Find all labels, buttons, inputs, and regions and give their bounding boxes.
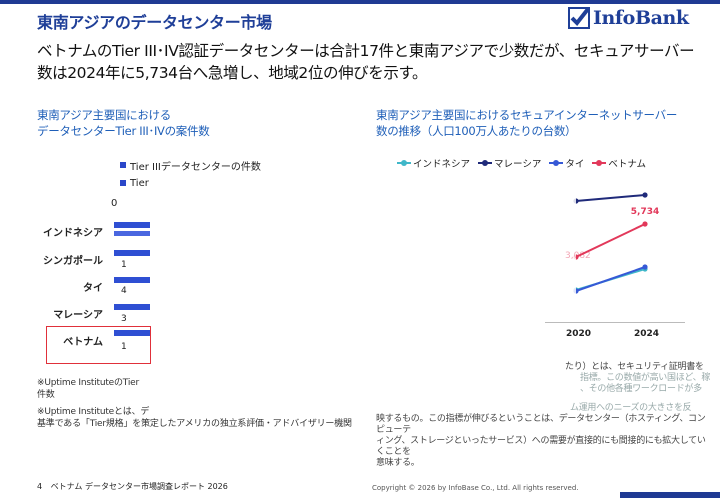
series-point-2-1 bbox=[642, 264, 648, 270]
infobank-logo: InfoBank bbox=[568, 5, 689, 31]
count-malaysia: 3 bbox=[121, 314, 127, 324]
country-label-vietnam: ベトナム bbox=[63, 337, 103, 348]
right-note-line2: 指標。この数値が高い国ほど、稼 bbox=[580, 373, 711, 383]
left-note-2: ※Uptime Instituteとは、デ 基準である「Tier規格」を策定した… bbox=[37, 406, 352, 430]
right-note-line7: 意味する。 bbox=[376, 458, 420, 468]
legend-item-tier3: Tier IIIデータセンターの件数 bbox=[130, 161, 261, 173]
bar-indonesia-tier3 bbox=[114, 222, 150, 228]
legend-label-thailand: タイ bbox=[565, 159, 585, 170]
checkmark-icon bbox=[568, 7, 590, 29]
bar-indonesia-tier4 bbox=[114, 231, 150, 236]
count-vietnam: 1 bbox=[121, 342, 127, 352]
right-chart-heading: 東南アジア主要国におけるセキュアインターネットサーバー 数の推移（人口100万人… bbox=[376, 107, 677, 139]
fade-overlay bbox=[540, 185, 576, 325]
bar-singapore-tier3 bbox=[114, 250, 150, 256]
right-chart-heading-line2: 数の推移（人口100万人あたりの台数） bbox=[376, 124, 577, 138]
legend-line-thailand bbox=[549, 160, 564, 166]
count-bg bbox=[114, 284, 126, 296]
legend-label-malaysia: マレーシア bbox=[494, 159, 542, 170]
data-label-vietnam-2020: 3,082 bbox=[565, 251, 591, 261]
country-label-thailand: タイ bbox=[83, 283, 103, 294]
page-number: 4 bbox=[37, 482, 43, 491]
count-singapore: 1 bbox=[121, 260, 127, 270]
logo-text: InfoBank bbox=[593, 7, 689, 29]
left-note-2-line1: ※Uptime Instituteとは、デ bbox=[37, 407, 150, 417]
x-axis-line bbox=[545, 322, 685, 323]
bar-malaysia-tier3 bbox=[114, 304, 150, 310]
series-line-3 bbox=[575, 223, 646, 258]
x-tick-2020: 2020 bbox=[566, 329, 592, 339]
count-bg bbox=[114, 312, 126, 324]
right-chart-heading-line1: 東南アジア主要国におけるセキュアインターネットサーバー bbox=[376, 108, 678, 122]
axis-tick-zero: 0 bbox=[111, 198, 118, 209]
legend-swatch bbox=[120, 180, 126, 186]
right-note-line3: 、その他各種ワークロードが多 bbox=[580, 384, 702, 394]
report-title: ベトナム データセンター市場調査レポート 2026 bbox=[50, 482, 228, 491]
left-chart-heading: 東南アジア主要国における データセンターTier III･IVの案件数 bbox=[37, 107, 210, 139]
line-chart-legend: インドネシア マレーシア タイ ベトナム bbox=[397, 156, 646, 170]
right-note-line6: ィング、ストレージといったサービス）への需要が直接的にも間接的にも拡大していくこ… bbox=[376, 436, 706, 457]
country-label-malaysia: マレーシア bbox=[53, 310, 103, 321]
left-note-1: ※Uptime InstituteのTier 件数 bbox=[37, 377, 139, 401]
data-label-vietnam-2024: 5,734 bbox=[631, 207, 659, 217]
right-note: たり）とは、セキュリティ証明書を 指標。この数値が高い国ほど、稼 、その他各種ワ… bbox=[376, 362, 711, 469]
vietnam-highlight-box bbox=[46, 326, 151, 364]
series-line-1 bbox=[575, 194, 646, 202]
legend-swatch bbox=[120, 162, 126, 168]
series-point-1-1 bbox=[642, 192, 648, 198]
right-note-line5: 映するもの。この指標が伸びるということは、データセンター（ホスティング、コンピュ… bbox=[376, 414, 706, 435]
country-label-singapore: シンガポール bbox=[43, 256, 103, 267]
right-note-line4: ム運用へのニーズの大きさを反 bbox=[570, 403, 692, 413]
page-title: 東南アジアのデータセンター市場 bbox=[37, 13, 272, 32]
country-label-indonesia: インドネシア bbox=[43, 228, 103, 239]
left-note-1-line1: ※Uptime InstituteのTier bbox=[37, 378, 139, 388]
bottom-accent-bar bbox=[620, 492, 720, 498]
copyright: Copyright © 2026 by InfoBase Co., Ltd. A… bbox=[372, 484, 579, 492]
count-bg bbox=[114, 340, 126, 352]
lead-text: ベトナムのTier III･IV認証データセンターは合計17件と東南アジアで少数… bbox=[37, 42, 695, 82]
left-chart-heading-line1: 東南アジア主要国における bbox=[37, 108, 171, 122]
count-bg bbox=[114, 258, 126, 270]
bar-chart-legend: Tier IIIデータセンターの件数 Tier bbox=[120, 156, 261, 192]
left-chart-heading-line2: データセンターTier III･IVの案件数 bbox=[37, 124, 210, 138]
series-point-3-1 bbox=[642, 221, 648, 227]
left-note-1-line2: 件数 bbox=[37, 390, 55, 400]
legend-label-vietnam: ベトナム bbox=[608, 159, 647, 170]
server-line-chart: 5,734 3,082 bbox=[540, 185, 659, 325]
legend-item-tier: Tier bbox=[130, 177, 149, 189]
right-note-line1: たり）とは、セキュリティ証明書を bbox=[565, 362, 704, 372]
legend-line-malaysia bbox=[478, 160, 493, 166]
left-note-2-line2: 基準である「Tier規格」を策定したアメリカの独立系評価・アドバイザリー機関 bbox=[37, 419, 352, 429]
legend-line-vietnam bbox=[592, 160, 607, 166]
x-tick-2024: 2024 bbox=[634, 329, 660, 339]
series-line-2 bbox=[575, 266, 646, 292]
legend-label-indonesia: インドネシア bbox=[413, 159, 471, 170]
count-thailand: 4 bbox=[121, 286, 127, 296]
bar-vietnam-tier3 bbox=[114, 330, 150, 336]
top-accent-bar bbox=[0, 0, 720, 4]
bar-thailand-tier3 bbox=[114, 277, 150, 283]
legend-line-indonesia bbox=[397, 160, 411, 166]
footer-left: 4 ベトナム データセンター市場調査レポート 2026 bbox=[37, 481, 228, 492]
